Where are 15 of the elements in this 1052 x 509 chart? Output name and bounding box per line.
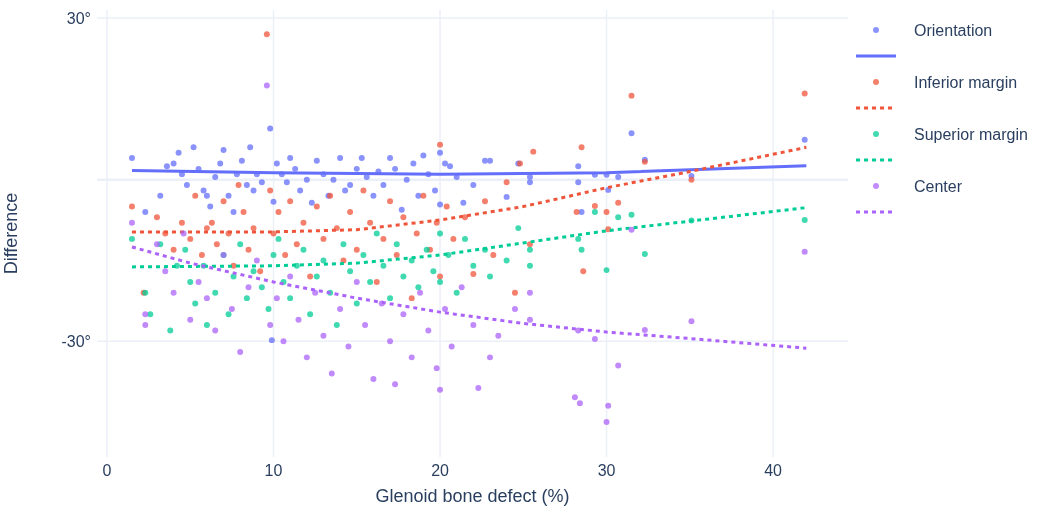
x-tick-label: 30 xyxy=(597,462,616,479)
line-series xyxy=(130,245,808,350)
legend-label: Inferior margin xyxy=(914,74,1018,91)
legend-label: Superior margin xyxy=(914,126,1028,143)
legend-label: Orientation xyxy=(914,22,993,39)
x-tick-label: 40 xyxy=(764,462,783,479)
x-axis-title: Glenoid bone defect (%) xyxy=(375,486,570,506)
x-tick-label: 10 xyxy=(264,462,283,479)
line-series xyxy=(130,164,808,176)
y-tick-label: 30° xyxy=(66,10,91,28)
y-tick-label: -30° xyxy=(61,333,91,351)
x-tick-label: 20 xyxy=(431,462,450,479)
y-axis-title: Difference xyxy=(1,192,21,275)
x-tick-label: 0 xyxy=(102,462,112,479)
legend-label: Center xyxy=(914,178,963,195)
